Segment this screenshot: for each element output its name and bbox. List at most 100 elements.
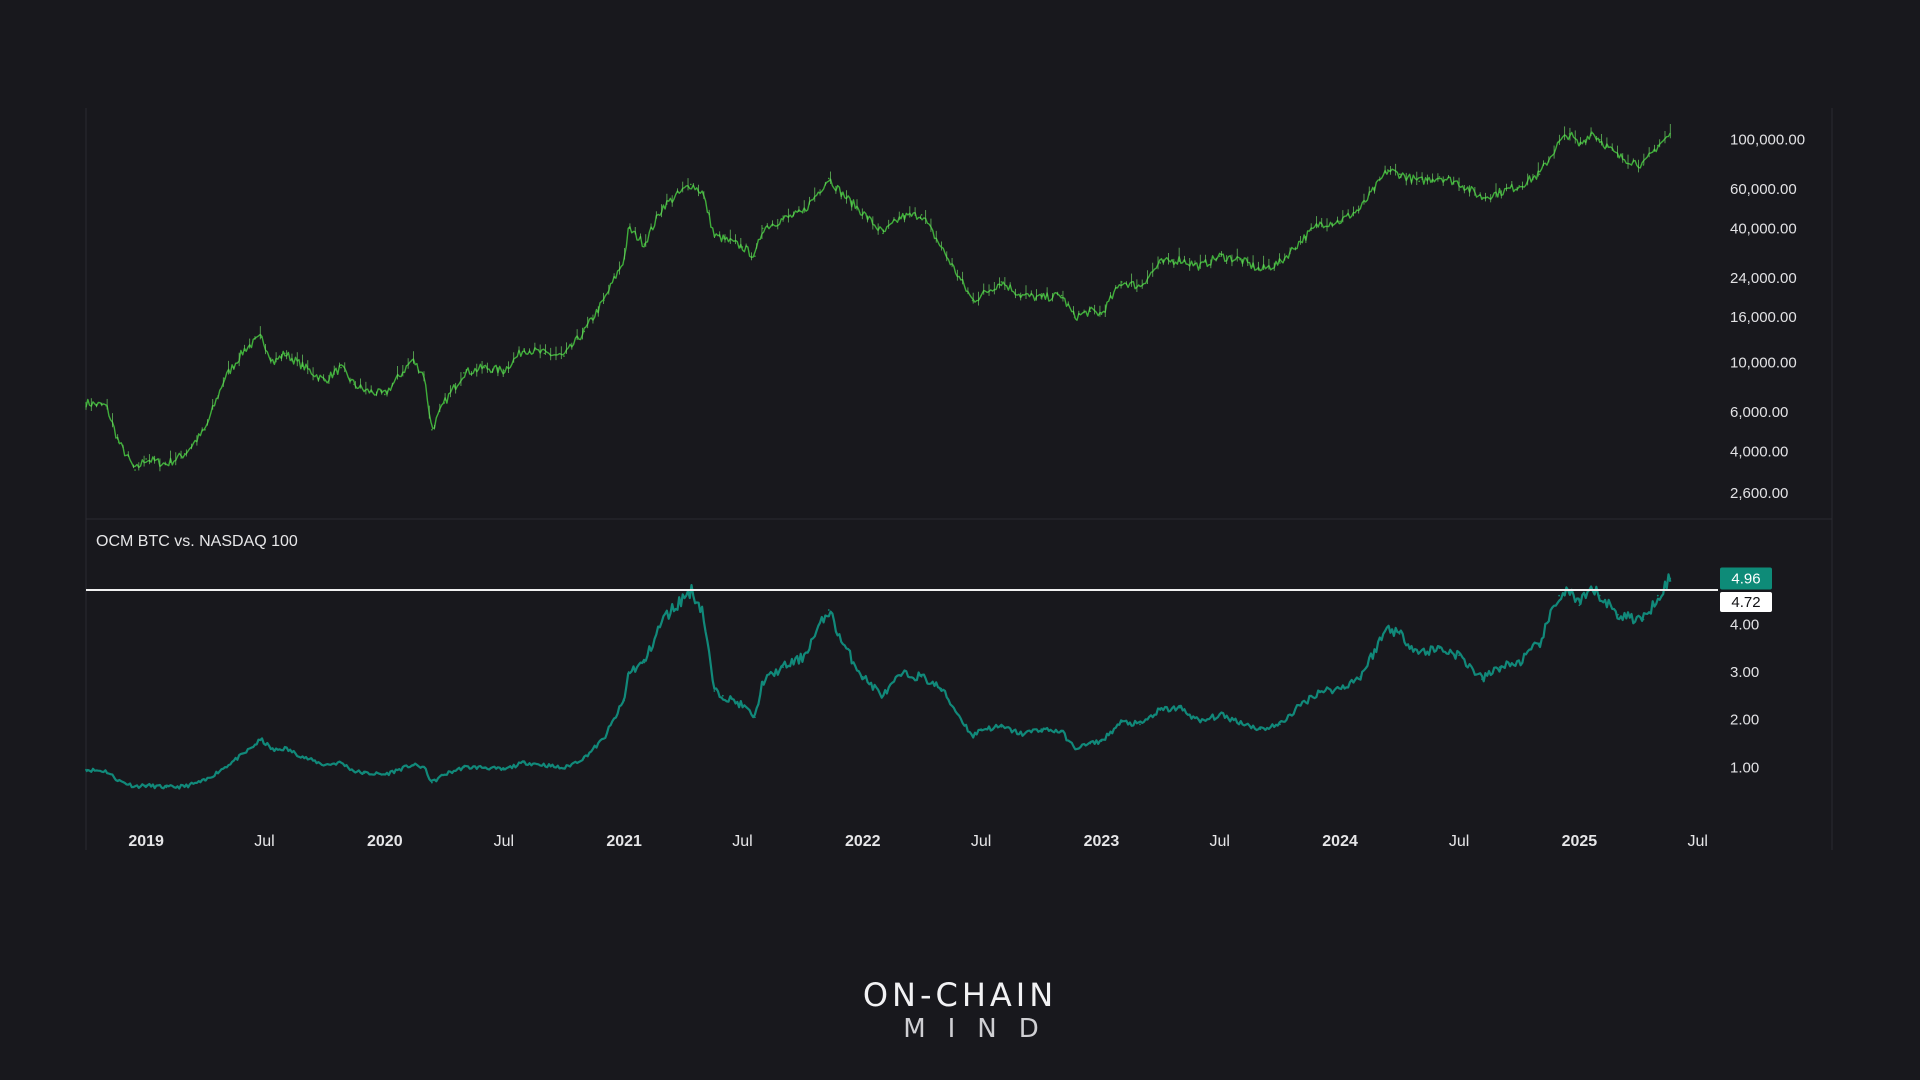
ratio-point: [1199, 721, 1202, 723]
price-point: [117, 441, 120, 443]
ratio-point: [1120, 721, 1123, 723]
ratio-point: [411, 764, 414, 766]
price-series: [85, 123, 1672, 472]
ratio-point: [463, 766, 465, 769]
price-point: [1089, 310, 1092, 313]
ratio-point: [430, 781, 433, 784]
ratio-point: [1218, 713, 1221, 716]
price-point: [741, 246, 744, 248]
price-point: [283, 352, 286, 355]
ratio-point: [1060, 730, 1063, 733]
ratio-point: [602, 737, 605, 740]
ratio-point: [627, 671, 630, 673]
ratio-y-tick-label: 2.00: [1730, 712, 1759, 729]
ratio-point: [223, 766, 226, 769]
current-value-badge: 4.96: [1720, 567, 1772, 590]
price-point: [1578, 144, 1581, 147]
price-point: [1438, 176, 1441, 178]
price-point: [340, 366, 342, 369]
ratio-point: [827, 609, 830, 611]
ratio-point: [701, 609, 704, 611]
ratio-point: [1339, 687, 1341, 690]
ratio-point: [204, 779, 206, 782]
ratio-point: [483, 766, 486, 769]
x-tick-month-label: Jul: [1449, 833, 1469, 850]
ratio-point: [643, 661, 646, 664]
price-point: [1591, 131, 1593, 133]
price-point: [134, 469, 136, 471]
ratio-point: [145, 784, 148, 787]
price-y-tick-label: 60,000.00: [1730, 181, 1797, 198]
price-point: [713, 235, 716, 237]
ratio-point: [1642, 618, 1645, 621]
price-point: [1617, 155, 1619, 158]
price-point: [1239, 258, 1241, 261]
price-point: [503, 369, 505, 372]
price-point: [85, 402, 87, 404]
price-point: [204, 428, 206, 431]
price-point: [1387, 169, 1389, 171]
price-y-tick-label: 6,000.00: [1730, 404, 1788, 421]
ratio-point: [117, 779, 120, 782]
ratio-point: [1518, 661, 1521, 664]
ratio-point: [1498, 666, 1501, 669]
price-y-tick-label: 2,600.00: [1730, 485, 1788, 502]
ratio-point: [1578, 604, 1581, 607]
ratio-point: [940, 687, 943, 690]
price-point: [1458, 182, 1460, 184]
price-point: [1020, 294, 1023, 297]
ratio-point: [1359, 675, 1362, 678]
ratio-point: [1669, 577, 1672, 580]
price-point: [523, 348, 525, 350]
price-point: [920, 214, 923, 216]
ratio-point: [900, 673, 903, 676]
price-point: [754, 255, 756, 258]
ratio-point: [882, 694, 884, 697]
price-point: [1481, 196, 1483, 199]
ratio-chart-title: OCM BTC vs. NASDAQ 100: [96, 533, 298, 550]
ratio-point: [363, 772, 366, 774]
price-point: [1060, 294, 1063, 297]
ratio-point: [85, 768, 87, 771]
price-point: [1179, 258, 1181, 261]
level-value-badge-bg: [1720, 591, 1772, 612]
price-point: [323, 379, 326, 382]
price-point: [1339, 220, 1341, 223]
x-tick-year-label: 2023: [1084, 833, 1120, 850]
x-tick-year-label: 2021: [606, 833, 642, 850]
ratio-point: [741, 704, 744, 707]
ratio-y-axis: 4.00 3.00 2.00 1.00: [1730, 616, 1759, 776]
price-point: [244, 348, 246, 350]
price-point: [1199, 265, 1201, 268]
time-x-axis: 2019 Jul 2020 Jul 2021 Jul 2022 Jul 2023 Jul 2024 J…: [128, 833, 1708, 850]
price-point: [1259, 269, 1262, 271]
x-tick-year-label: 2019: [128, 833, 164, 850]
price-point: [1498, 191, 1501, 194]
price-point: [145, 458, 147, 460]
ratio-point: [1558, 594, 1561, 597]
price-y-tick-label: 16,000.00: [1730, 309, 1797, 326]
price-point: [1139, 285, 1141, 288]
price-point: [563, 355, 565, 357]
price-point: [1418, 180, 1420, 183]
price-point: [603, 299, 605, 302]
price-point: [1279, 262, 1281, 264]
price-point: [900, 216, 903, 218]
ratio-point: [260, 738, 263, 741]
price-point: [304, 366, 306, 369]
price-point: [827, 177, 830, 180]
price-point: [801, 211, 804, 214]
price-point: [1040, 297, 1043, 299]
price-point: [1299, 240, 1301, 243]
ratio-point: [841, 642, 844, 645]
ratio-point: [782, 666, 784, 669]
price-point: [223, 377, 226, 380]
price-point: [543, 352, 546, 355]
ratio-point: [183, 785, 186, 788]
ratio-point: [1000, 725, 1003, 728]
price-point: [782, 218, 784, 220]
ratio-point: [1178, 706, 1181, 709]
ratio-point: [304, 756, 306, 759]
level-value-badge: 4.72: [1720, 591, 1772, 612]
